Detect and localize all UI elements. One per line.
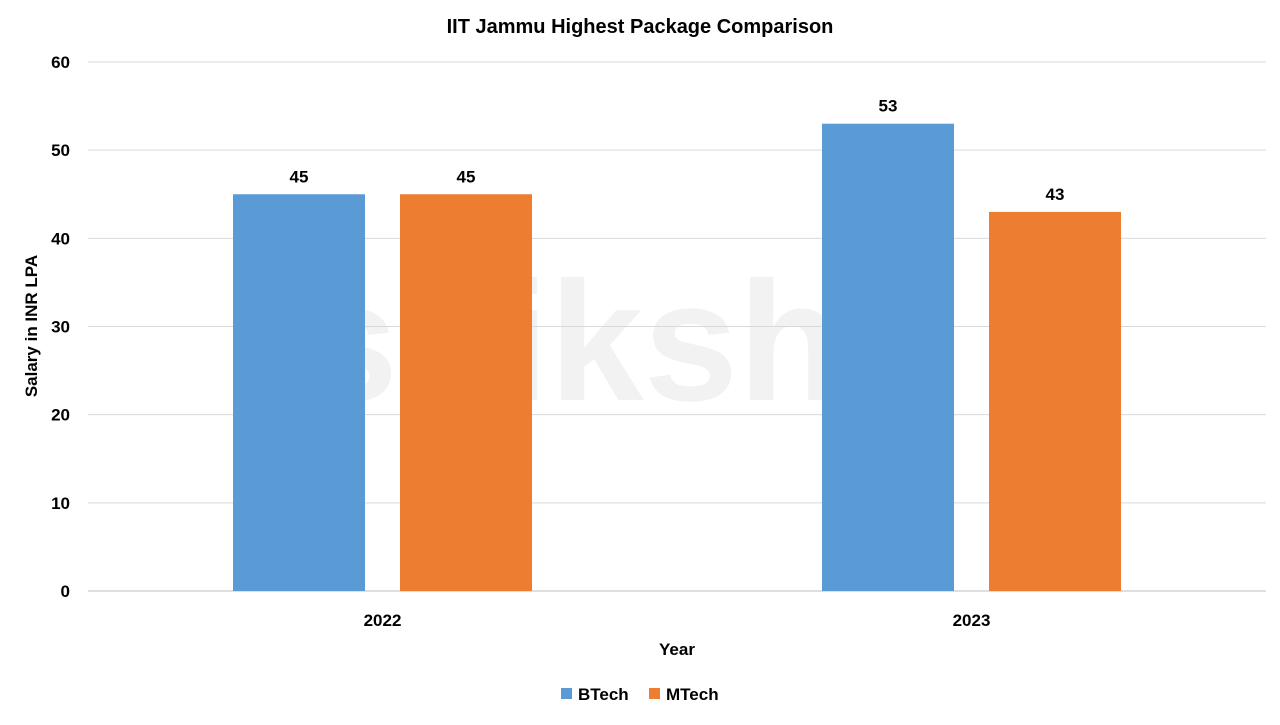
data-label: 43 bbox=[1046, 185, 1065, 204]
bar-mtech-2023 bbox=[989, 211, 1121, 591]
bar-btech-2023 bbox=[822, 123, 954, 591]
data-label: 45 bbox=[457, 167, 476, 186]
y-tick-label: 20 bbox=[51, 406, 70, 425]
y-axis-label: Salary in INR LPA bbox=[22, 255, 41, 397]
data-label: 45 bbox=[290, 167, 309, 186]
x-tick-label: 2022 bbox=[364, 611, 402, 630]
legend-swatch-btech bbox=[561, 688, 572, 699]
y-tick-label: 10 bbox=[51, 494, 70, 513]
x-axis-label: Year bbox=[659, 640, 695, 659]
legend-label-mtech: MTech bbox=[666, 685, 719, 704]
y-tick-label: 40 bbox=[51, 229, 70, 248]
y-tick-label: 50 bbox=[51, 141, 70, 160]
y-tick-label: 60 bbox=[51, 53, 70, 72]
y-tick-label: 30 bbox=[51, 318, 70, 337]
chart-title: IIT Jammu Highest Package Comparison bbox=[447, 16, 834, 38]
x-tick-label: 2023 bbox=[953, 611, 991, 630]
bar-btech-2022 bbox=[233, 194, 365, 591]
data-label: 53 bbox=[879, 97, 898, 116]
legend-label-btech: BTech bbox=[578, 685, 629, 704]
y-tick-label: 0 bbox=[61, 582, 70, 601]
legend-swatch-mtech bbox=[649, 688, 660, 699]
bar-mtech-2022 bbox=[400, 194, 532, 591]
